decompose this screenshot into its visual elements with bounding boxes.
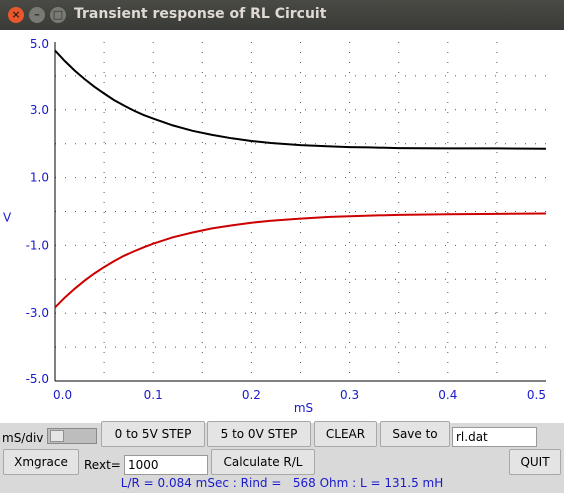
x-tick-label: 0.1 — [144, 388, 163, 402]
filename-input[interactable]: rl.dat — [452, 427, 537, 447]
rext-input[interactable]: 1000 — [124, 455, 208, 475]
series-line — [54, 212, 547, 309]
msdiv-label: mS/div — [2, 431, 44, 445]
rext-label: Rext= — [84, 458, 121, 472]
x-axis-label: mS — [294, 401, 313, 415]
x-tick-label: 0.3 — [340, 388, 359, 402]
x-tick-label: 0.4 — [438, 388, 457, 402]
y-tick-label: 5.0 — [30, 37, 49, 51]
window-title: Transient response of RL Circuit — [74, 6, 327, 22]
x-tick-label: 0.0 — [53, 388, 72, 402]
clear-button[interactable]: CLEAR — [314, 421, 377, 447]
plot-background — [0, 30, 564, 423]
plot-canvas: 0.0 0.1 0.2 0.3 0.4 0.5 5.0 3.0 1.0 -1.0 -3.0 -5.0 m… — [0, 30, 564, 423]
series-line — [54, 49, 547, 150]
quit-button[interactable]: QUIT — [509, 449, 561, 475]
xmgrace-button[interactable]: Xmgrace — [3, 449, 79, 475]
x-tick-label: 0.2 — [242, 388, 261, 402]
msdiv-slider[interactable] — [47, 428, 97, 444]
slider-handle[interactable] — [50, 430, 64, 442]
minimize-icon[interactable]: – — [29, 7, 45, 23]
y-tick-label: 1.0 — [30, 171, 49, 185]
status-readout: L/R = 0.084 mSec : Rind = 568 Ohm : L = … — [120, 476, 444, 490]
maximize-icon[interactable]: □ — [50, 7, 66, 23]
y-tick-label: -3.0 — [26, 306, 49, 320]
step-down-button[interactable]: 5 to 0V STEP — [207, 421, 311, 447]
step-up-button[interactable]: 0 to 5V STEP — [101, 421, 205, 447]
y-tick-label: 3.0 — [30, 103, 49, 117]
title-bar: × – □ Transient response of RL Circuit — [0, 0, 564, 30]
save-to-button[interactable]: Save to — [380, 421, 450, 447]
x-tick-label: 0.5 — [527, 388, 546, 402]
y-axis-label: V — [3, 211, 12, 225]
y-tick-label: -1.0 — [26, 238, 49, 252]
calculate-rl-button[interactable]: Calculate R/L — [211, 449, 315, 475]
close-icon[interactable]: × — [8, 7, 24, 23]
y-tick-label: -5.0 — [26, 372, 49, 386]
